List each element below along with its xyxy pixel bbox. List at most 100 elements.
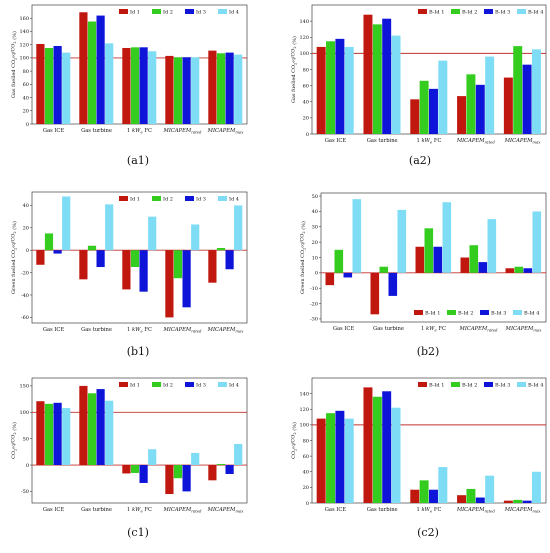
bar bbox=[96, 389, 105, 466]
bar bbox=[335, 410, 345, 503]
bar bbox=[105, 400, 114, 466]
bar bbox=[173, 57, 183, 124]
bar bbox=[522, 500, 532, 503]
bar bbox=[36, 44, 45, 124]
bar bbox=[165, 55, 174, 124]
y-tick-label: -20 bbox=[21, 270, 29, 276]
y-axis-label: Gas fuelled CO2eq/CO2 (%) bbox=[290, 36, 297, 103]
legend-label: Id 3 bbox=[196, 10, 206, 16]
legend-label: B-Id 1 bbox=[429, 10, 444, 16]
x-tick-label: MICAPEMrated bbox=[163, 128, 203, 135]
bar bbox=[122, 250, 131, 290]
bar bbox=[208, 50, 217, 124]
x-tick-label: MICAPEMmax bbox=[207, 327, 245, 334]
bar bbox=[148, 216, 157, 251]
bar bbox=[442, 202, 452, 273]
bar bbox=[216, 53, 226, 125]
bar bbox=[44, 47, 54, 124]
x-tick-label: 1 kWe FC bbox=[417, 138, 442, 145]
y-tick-label: 20 bbox=[303, 485, 309, 491]
bar bbox=[370, 272, 380, 315]
panel-label: (c2) bbox=[417, 526, 439, 539]
chart-panel-3: -60 -40 -20 0 20 40 Green fuelled CO2eq/CO2 (%… bbox=[10, 191, 248, 358]
legend-swatch bbox=[414, 310, 423, 315]
x-tick-label: 1 kWe FC bbox=[127, 128, 152, 135]
bar bbox=[424, 228, 434, 273]
y-tick-label: 140 bbox=[299, 19, 309, 25]
x-tick-label: Gas ICE bbox=[333, 326, 355, 332]
y-tick-label: 60 bbox=[303, 454, 309, 460]
x-tick-label: MICAPEMmax bbox=[207, 128, 245, 135]
legend-swatch bbox=[418, 9, 427, 14]
y-tick-label: 50 bbox=[312, 194, 318, 200]
legend-swatch bbox=[484, 9, 493, 14]
legend: B-Id 1 B-Id 2 B-Id 3 B-Id 4 bbox=[418, 382, 543, 389]
y-tick-label: 20 bbox=[23, 109, 29, 115]
x-tick-label: MICAPEMrated bbox=[459, 326, 499, 333]
y-axis-label: CO2eq/CO2 (%) bbox=[290, 422, 297, 459]
y-tick-label: 20 bbox=[312, 240, 318, 246]
x-tick-label: Gas turbine bbox=[367, 138, 398, 144]
bar bbox=[130, 250, 140, 268]
legend-label: B-Id 4 bbox=[528, 383, 543, 389]
bar bbox=[531, 471, 541, 503]
y-tick-label: 80 bbox=[303, 67, 309, 73]
y-tick-label: 0 bbox=[26, 248, 29, 254]
bar bbox=[173, 465, 183, 479]
legend-swatch bbox=[513, 310, 522, 315]
legend-label: B-Id 4 bbox=[528, 10, 543, 16]
y-tick-label: 60 bbox=[303, 83, 309, 89]
x-tick-label: Gas turbine bbox=[81, 507, 112, 513]
legend-label: B-Id 2 bbox=[458, 311, 473, 317]
y-tick-label: 60 bbox=[23, 82, 29, 88]
x-tick-label: Gas turbine bbox=[81, 327, 112, 333]
y-tick-label: -10 bbox=[310, 286, 318, 292]
bar bbox=[363, 387, 373, 503]
bar bbox=[139, 465, 148, 483]
x-tick-label: MICAPEMmax bbox=[207, 507, 245, 514]
legend-swatch bbox=[185, 382, 194, 387]
x-tick-label: Gas ICE bbox=[325, 507, 347, 513]
legend-swatch bbox=[218, 196, 227, 201]
legend-swatch bbox=[480, 310, 489, 315]
legend: Id 1 Id 2 Id 3 Id 4 bbox=[119, 382, 239, 389]
bar bbox=[344, 46, 354, 134]
bar bbox=[410, 99, 420, 134]
bar bbox=[419, 480, 429, 503]
x-tick-label: Gas ICE bbox=[43, 327, 65, 333]
bar bbox=[62, 52, 71, 124]
bar bbox=[531, 49, 541, 134]
x-tick-label: MICAPEMmax bbox=[504, 507, 542, 514]
bar bbox=[514, 266, 524, 273]
bar bbox=[397, 209, 407, 273]
y-tick-label: 120 bbox=[19, 42, 29, 48]
bar bbox=[87, 393, 97, 466]
x-tick-label: Gas turbine bbox=[367, 507, 398, 513]
y-tick-label: -60 bbox=[21, 315, 29, 321]
legend-label: B-Id 1 bbox=[429, 383, 444, 389]
bar bbox=[344, 418, 354, 503]
bar bbox=[139, 47, 148, 124]
y-axis-label: CO2eq/CO2 (%) bbox=[10, 422, 17, 459]
panel-label: (a1) bbox=[127, 154, 149, 167]
legend-label: Id 2 bbox=[163, 383, 173, 389]
bar bbox=[388, 272, 398, 296]
bar bbox=[165, 250, 174, 318]
legend-label: Id 3 bbox=[196, 197, 206, 203]
bar bbox=[433, 246, 443, 273]
legend-label: Id 1 bbox=[130, 10, 140, 16]
legend-label: Id 4 bbox=[229, 383, 239, 389]
bar bbox=[503, 500, 513, 503]
bar bbox=[79, 250, 88, 280]
bar bbox=[191, 57, 200, 124]
legend-swatch bbox=[152, 9, 161, 14]
legend-swatch bbox=[152, 382, 161, 387]
x-tick-label: Gas turbine bbox=[373, 326, 404, 332]
y-tick-label: 100 bbox=[19, 56, 29, 62]
legend-swatch bbox=[152, 196, 161, 201]
bar bbox=[487, 219, 497, 273]
bar bbox=[191, 224, 200, 251]
legend-swatch bbox=[418, 382, 427, 387]
x-tick-label: MICAPEMrated bbox=[456, 138, 496, 145]
